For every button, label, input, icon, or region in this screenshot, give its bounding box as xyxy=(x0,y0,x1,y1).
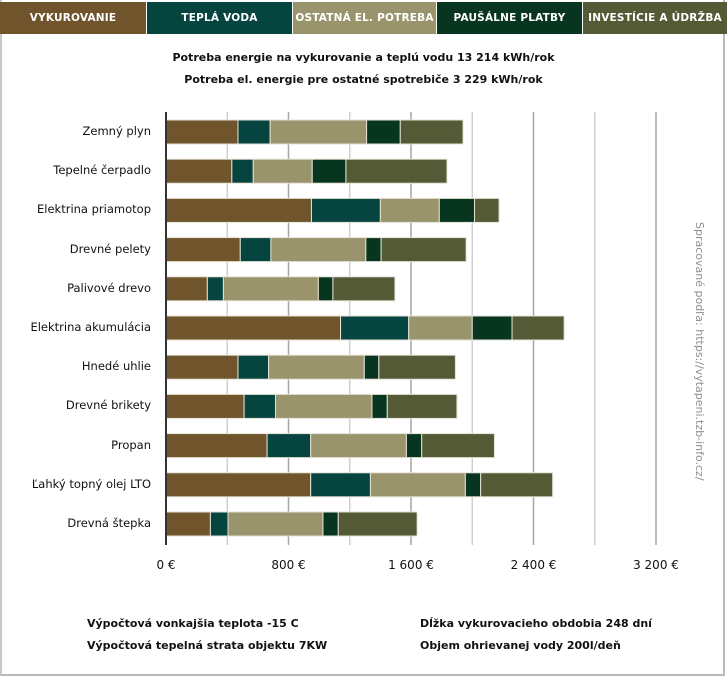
bar-segment xyxy=(345,158,448,184)
footnote-right-2: Objem ohrievanej vody 200l/deň xyxy=(420,639,621,652)
category-label: Drevná štepka xyxy=(67,516,151,530)
bar-segment xyxy=(322,511,339,537)
source-note: Spracované podľa: https://vytapeni.tzb-i… xyxy=(693,222,706,481)
x-tick-label: 2 400 € xyxy=(510,558,557,572)
bar-segment xyxy=(317,276,334,302)
bar-segment xyxy=(340,315,410,341)
bar-segment xyxy=(165,237,241,263)
category-label: Palivové drevo xyxy=(67,280,151,295)
bar-segment xyxy=(269,119,368,145)
x-tick-label: 800 € xyxy=(271,558,306,572)
bar-segment xyxy=(310,433,407,459)
bar-segment xyxy=(332,276,396,302)
chart-title-line-1: Potreba energie na vykurovanie a teplú v… xyxy=(172,51,555,64)
category-label: Zemný plyn xyxy=(82,124,152,138)
chart-title-line-2: Potreba el. energie pre ostatné spotrebi… xyxy=(184,73,543,86)
bar-segment xyxy=(270,237,367,263)
bar-segment xyxy=(311,158,347,184)
bar-segment xyxy=(421,433,495,459)
bar-segment xyxy=(378,354,456,380)
bar-segment xyxy=(209,511,229,537)
bar-segment xyxy=(511,315,565,341)
bar-segment xyxy=(268,354,365,380)
footnote-left-2: Výpočtová tepelná strata objektu 7KW xyxy=(87,639,328,652)
bar-segment xyxy=(369,472,466,498)
bar-segment xyxy=(266,433,312,459)
bar-segment xyxy=(165,158,233,184)
bar-segment xyxy=(471,315,513,341)
category-label: Hnedé uhlie xyxy=(81,359,151,374)
bar-segment xyxy=(165,472,312,498)
category-label: Ľahký topný olej LTO xyxy=(31,476,151,491)
bar-segment xyxy=(480,472,554,498)
legend-item-ostatna-el-potreba: OSTATNÁ EL. POTREBA xyxy=(293,2,437,34)
bar-segment xyxy=(380,237,467,263)
bar-segment xyxy=(274,393,373,419)
bar-segment xyxy=(438,197,476,223)
bar-segment xyxy=(239,237,272,263)
bar-segment xyxy=(252,158,313,184)
bar-segment xyxy=(165,119,239,145)
bars xyxy=(165,119,565,537)
bar-segment xyxy=(237,119,271,145)
legend-item-vykurovanie: VYKUROVANIE xyxy=(0,2,147,34)
bar-segment xyxy=(222,276,319,302)
category-label: Tepelné čerpadlo xyxy=(53,163,151,178)
footnote-right-1: Dĺžka vykurovacieho obdobia 248 dní xyxy=(420,617,652,630)
bar-segment xyxy=(237,354,270,380)
footnote-left-1: Výpočtová vonkajšia teplota -15 C xyxy=(87,617,299,630)
bar-segment xyxy=(405,433,423,459)
legend-item-tepla-voda: TEPLÁ VODA xyxy=(147,2,293,34)
bar-segment xyxy=(363,354,380,380)
bar-segment xyxy=(231,158,254,184)
legend: VYKUROVANIE TEPLÁ VODA OSTATNÁ EL. POTRE… xyxy=(0,2,727,34)
category-label: Elektrina priamotop xyxy=(37,202,151,217)
bar-segment xyxy=(399,119,464,145)
bar-segment xyxy=(165,197,312,223)
bar-segment xyxy=(206,276,224,302)
category-label: Drevné brikety xyxy=(65,398,151,413)
bar-segment xyxy=(337,511,418,537)
bar-segment xyxy=(165,393,245,419)
legend-item-investicie-a-udrzba: INVESTÍCIE A ÚDRŽBA xyxy=(583,2,727,34)
bar-segment xyxy=(243,393,276,419)
bar-segment xyxy=(165,433,268,459)
bar-segment xyxy=(474,197,500,223)
bar-segment xyxy=(310,197,381,223)
bar-segment xyxy=(464,472,482,498)
bar-segment xyxy=(227,511,324,537)
bar-segment xyxy=(379,197,440,223)
x-tick-label: 3 200 € xyxy=(633,558,679,572)
bar-segment xyxy=(165,315,342,341)
category-label: Drevné pelety xyxy=(69,241,151,256)
category-label: Elektrina akumulácia xyxy=(30,320,151,334)
bar-segment xyxy=(310,472,371,498)
x-tick-label: 1 600 € xyxy=(388,558,434,572)
legend-item-pausalne-platby: PAUŠÁLNE PLATBY xyxy=(437,2,583,34)
bar-segment xyxy=(165,354,239,380)
bar-segment xyxy=(165,511,211,537)
x-tick-label: 0 € xyxy=(156,558,176,572)
bar-segment xyxy=(366,119,401,145)
bar-segment xyxy=(386,393,458,419)
bar-segment xyxy=(371,393,388,419)
bar-segment xyxy=(165,276,208,302)
bar-segment xyxy=(408,315,473,341)
bar-segment xyxy=(365,237,382,263)
category-label: Propan xyxy=(111,437,151,452)
